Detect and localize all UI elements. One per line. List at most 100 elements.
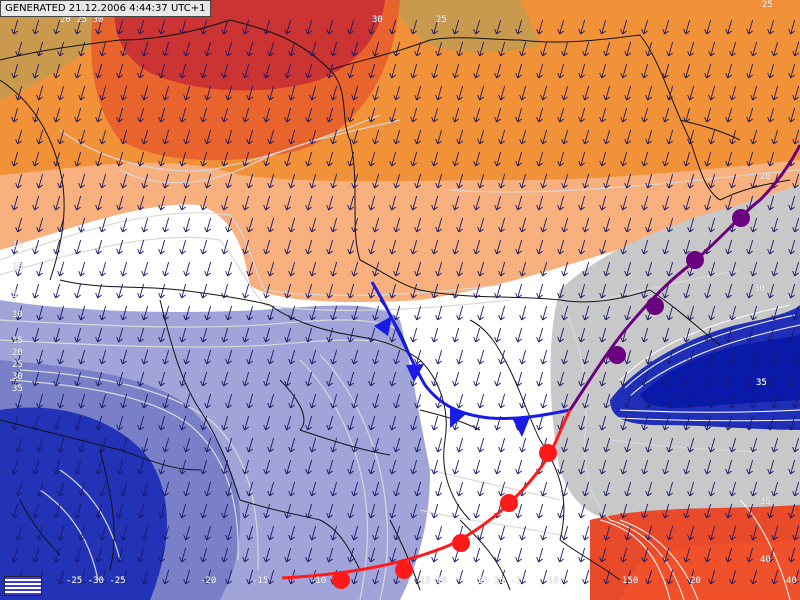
wind-arrow (326, 371, 334, 387)
wind-arrow (494, 19, 502, 35)
wind-arrow (200, 327, 208, 343)
wind-arrow (246, 129, 254, 145)
wind-arrow (767, 327, 775, 343)
warm-front-semicircle (500, 494, 518, 512)
wind-arrow (225, 437, 233, 453)
wind-arrow (603, 481, 611, 497)
wind-arrow (725, 195, 733, 211)
wind-arrow (473, 195, 481, 211)
wind-arrow (204, 217, 212, 233)
wind-arrow (242, 547, 250, 563)
wind-arrow (57, 569, 65, 585)
wind-arrow (95, 195, 103, 211)
wind-arrow (263, 151, 271, 167)
wind-arrow (704, 371, 712, 387)
wind-arrow (624, 305, 632, 321)
wind-arrow (683, 415, 691, 431)
wind-arrow (603, 85, 611, 101)
wind-arrow (498, 569, 506, 585)
wind-arrow (288, 525, 296, 541)
wind-arrow (477, 349, 485, 365)
wind-arrow (330, 85, 338, 101)
wind-arrow (599, 283, 607, 299)
wind-arrow (120, 393, 128, 409)
wind-arrow (347, 283, 355, 299)
wind-arrow (792, 41, 800, 57)
wind-arrow (645, 129, 653, 145)
wind-arrow (498, 437, 506, 453)
wind-arrow (620, 371, 628, 387)
wind-arrow (74, 195, 82, 211)
isoline-label: 15 (12, 336, 23, 346)
wind-arrow (162, 437, 170, 453)
wind-arrow (641, 19, 649, 35)
wind-arrow (15, 173, 23, 189)
wind-arrow (393, 173, 401, 189)
wind-arrow (603, 261, 611, 277)
wind-arrow (389, 151, 397, 167)
wind-arrow (347, 19, 355, 35)
wind-arrow (645, 261, 653, 277)
isoline-label: 30 (12, 372, 23, 382)
wind-arrow (309, 85, 317, 101)
wind-arrow (494, 151, 502, 167)
wind-arrow (225, 393, 233, 409)
wind-arrow (389, 63, 397, 79)
wind-arrow (662, 107, 670, 123)
wind-arrow (725, 327, 733, 343)
wind-arrow (225, 173, 233, 189)
wind-arrow (746, 19, 754, 35)
wind-arrow (473, 19, 481, 35)
wind-arrow (242, 283, 250, 299)
wind-arrow (326, 547, 334, 563)
wind-arrow (666, 481, 674, 497)
wind-arrow (200, 63, 208, 79)
wind-arrow (540, 129, 548, 145)
wind-arrow (456, 569, 464, 585)
wind-arrow (435, 437, 443, 453)
wind-arrow (431, 107, 439, 123)
wind-arrow (792, 525, 800, 541)
wind-arrow (32, 107, 40, 123)
wind-arrow (704, 195, 712, 211)
wind-arrow (74, 327, 82, 343)
wind-arrow (435, 525, 443, 541)
wind-arrow (330, 261, 338, 277)
wind-arrow (305, 503, 313, 519)
wind-arrow (137, 327, 145, 343)
wind-arrow (330, 41, 338, 57)
wind-arrow (788, 63, 796, 79)
wind-arrow (578, 19, 586, 35)
wind-arrow (330, 305, 338, 321)
wind-arrow (771, 129, 779, 145)
wind-arrow (284, 19, 292, 35)
wind-arrow (15, 393, 23, 409)
wind-arrow (435, 481, 443, 497)
wind-arrow (599, 151, 607, 167)
wind-arrow (771, 217, 779, 233)
wind-arrow (99, 349, 107, 365)
wind-arrow (347, 195, 355, 211)
wind-arrow (393, 393, 401, 409)
wind-arrow (351, 437, 359, 453)
wind-arrow (666, 349, 674, 365)
wind-arrow (725, 107, 733, 123)
wind-arrow (53, 239, 61, 255)
wind-arrow (204, 481, 212, 497)
wind-arrow (540, 85, 548, 101)
wind-arrow (116, 327, 124, 343)
wind-arrow (242, 459, 250, 475)
wind-arrow (326, 327, 334, 343)
wind-arrow (78, 569, 86, 585)
wind-arrow (183, 305, 191, 321)
wind-arrow (704, 415, 712, 431)
wind-arrow (557, 503, 565, 519)
wind-arrow (32, 327, 40, 343)
wind-arrow (557, 283, 565, 299)
wind-arrow (200, 547, 208, 563)
wind-arrow (368, 371, 376, 387)
wind-arrow (99, 129, 107, 145)
wind-arrow (603, 437, 611, 453)
wind-arrow (221, 547, 229, 563)
occluded-front-semicircle (732, 209, 750, 227)
